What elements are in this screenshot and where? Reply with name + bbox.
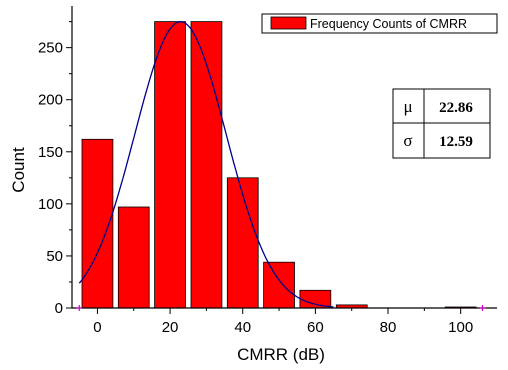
y-axis-label: Count: [9, 147, 28, 193]
histogram-bar: [300, 290, 331, 308]
stats-table: μ 22.86 σ 12.59: [393, 89, 490, 158]
bars-layer: [82, 22, 476, 308]
x-tick-label: 100: [448, 319, 473, 336]
y-tick-label: 50: [46, 248, 63, 265]
y-tick-label: 200: [38, 92, 63, 109]
x-tick-label: 80: [380, 319, 397, 336]
y-tick-label: 250: [38, 40, 63, 57]
legend: Frequency Counts of CMRR: [262, 14, 497, 33]
y-tick-label: 0: [55, 300, 63, 317]
x-tick-label: 40: [234, 319, 251, 336]
y-tick-label: 100: [38, 196, 63, 213]
sigma-symbol: σ: [403, 131, 412, 150]
x-axis-label: CMRR (dB): [237, 345, 325, 364]
legend-label: Frequency Counts of CMRR: [310, 17, 467, 31]
legend-swatch: [271, 17, 306, 29]
x-tick-label: 20: [162, 319, 179, 336]
range-marker: [76, 305, 82, 311]
x-tick-label: 0: [93, 319, 101, 336]
sigma-value: 12.59: [439, 134, 473, 150]
y-tick-label: 150: [38, 144, 63, 161]
mu-symbol: μ: [403, 97, 412, 116]
histogram-bar: [264, 262, 295, 308]
range-marker: [479, 305, 485, 311]
histogram-bar: [227, 178, 258, 308]
histogram-bar: [118, 207, 149, 308]
histogram-bar: [155, 22, 186, 308]
mu-value: 22.86: [439, 100, 473, 116]
x-tick-label: 60: [307, 319, 324, 336]
